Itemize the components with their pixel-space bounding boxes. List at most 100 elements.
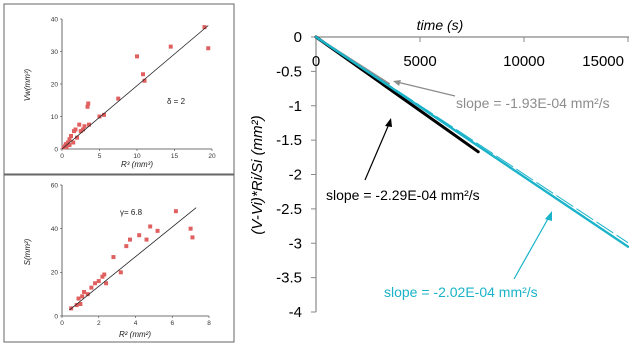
data-point	[67, 137, 72, 142]
arrow-black	[364, 123, 390, 181]
arrowhead-cyan	[545, 211, 552, 221]
arrow-gray	[396, 81, 456, 97]
data-point	[78, 301, 83, 306]
x-tick-label: 10000	[503, 53, 545, 70]
y-tick-label: 40	[51, 226, 59, 233]
y-tick-label: -0.5	[276, 63, 302, 80]
y-tick-label: 30	[51, 49, 59, 56]
data-point	[96, 279, 101, 284]
slope-label-gray: slope = -1.93E-04 mm²/s	[456, 95, 610, 111]
data-point	[67, 143, 72, 148]
series-line	[314, 35, 629, 248]
panel-right: time (s) 0 5000 10000 15000 0 -0.5 -1 -1.5 -2 -2.…	[249, 17, 629, 321]
data-point	[124, 244, 129, 249]
y-tick-label: -2.5	[276, 201, 302, 218]
x-tick-label: 10	[133, 153, 141, 160]
data-point	[142, 78, 147, 83]
panel-frame	[3, 174, 235, 343]
data-point	[80, 294, 85, 299]
data-point	[104, 281, 109, 286]
data-point	[81, 127, 85, 132]
x-tick-label: 0	[60, 153, 64, 160]
y-axis-label: (V-Vi)*Ri/Si (mm²)	[249, 115, 266, 234]
data-point	[111, 255, 116, 260]
data-point	[137, 233, 142, 238]
y-tick-label: 0	[54, 146, 58, 153]
data-point	[100, 274, 105, 279]
chart-title: time (s)	[417, 17, 464, 33]
x-tick-label: 2	[97, 320, 101, 327]
series-line-band	[315, 36, 629, 244]
x-axis-label: R² (mm²)	[119, 330, 151, 339]
data-point	[85, 104, 90, 109]
y-tick-label: -2	[289, 167, 302, 184]
data-point	[118, 270, 123, 275]
arrowhead-gray	[393, 80, 401, 86]
data-point	[64, 145, 69, 150]
annotation-gamma: γ= 6.8	[120, 208, 143, 217]
data-point	[86, 101, 91, 106]
data-point	[188, 226, 193, 231]
data-point	[74, 303, 79, 308]
y-tick-label: -1	[289, 98, 302, 115]
data-point	[85, 292, 90, 297]
data-point	[87, 122, 91, 127]
data-point	[82, 124, 87, 129]
y-axis-label: S(mm²)	[23, 238, 32, 265]
data-point	[63, 142, 68, 147]
data-point	[168, 44, 173, 49]
data-point	[77, 122, 82, 127]
data-point	[97, 114, 102, 119]
x-tick-label: 15	[171, 153, 179, 160]
panel-frame	[3, 3, 235, 175]
data-point	[71, 140, 76, 145]
slope-label-cyan: slope = -2.02E-04 mm²/s	[384, 284, 538, 300]
y-tick-label: -3	[289, 235, 302, 252]
y-tick-label: -4	[289, 304, 302, 321]
data-point	[135, 54, 139, 59]
data-point	[102, 112, 106, 117]
y-tick-label: 20	[51, 81, 59, 88]
x-tick-label: 6	[170, 320, 174, 327]
y-axis-label: Vw(mm³)	[23, 68, 32, 101]
data-point	[89, 285, 94, 290]
x-tick-label: 4	[134, 320, 138, 327]
arrowhead-black	[385, 118, 392, 127]
data-point	[116, 96, 121, 101]
data-point	[144, 237, 149, 242]
y-tick-label: 60	[51, 182, 59, 189]
data-point	[102, 272, 107, 277]
panel-top-left: 0 5 10 15 20 0 10 20 30 40 δ = 2 R³ (mm³) Vw(mm³)	[3, 3, 235, 175]
y-tick-label: 40	[51, 16, 59, 23]
data-point	[66, 140, 70, 145]
x-tick-label: 5000	[403, 53, 436, 70]
x-tick-label: 8	[207, 320, 211, 327]
x-tick-label: 15000	[582, 53, 624, 70]
data-point	[69, 134, 73, 138]
x-tick-label: 20	[208, 153, 216, 160]
data-point	[141, 72, 145, 77]
arrow-cyan	[513, 216, 550, 280]
y-tick-label: -1.5	[276, 132, 302, 149]
data-point	[75, 135, 79, 140]
data-point	[148, 224, 153, 229]
panel-bottom-left: 0 2 4 6 8 0 20 40 60 γ= 6.8 R² (mm²) S(mm²)	[3, 174, 235, 343]
data-point	[82, 289, 87, 294]
y-tick-label: 0	[294, 29, 302, 46]
y-tick-label: 10	[51, 114, 59, 121]
fit-line	[69, 207, 197, 311]
data-point	[73, 127, 78, 132]
data-point	[78, 129, 83, 134]
data-point	[202, 25, 207, 30]
x-tick-label: 5	[98, 153, 102, 160]
data-point	[190, 235, 195, 240]
data-point	[155, 228, 160, 233]
slope-label-black: slope = -2.29E-04 mm²/s	[326, 187, 480, 203]
data-point	[127, 237, 132, 242]
x-tick-label: 0	[312, 53, 320, 70]
fit-line	[61, 25, 209, 150]
x-axis-label: R³ (mm³)	[121, 160, 153, 169]
y-tick-label: 20	[51, 270, 59, 277]
y-tick-label: -3.5	[276, 270, 302, 287]
